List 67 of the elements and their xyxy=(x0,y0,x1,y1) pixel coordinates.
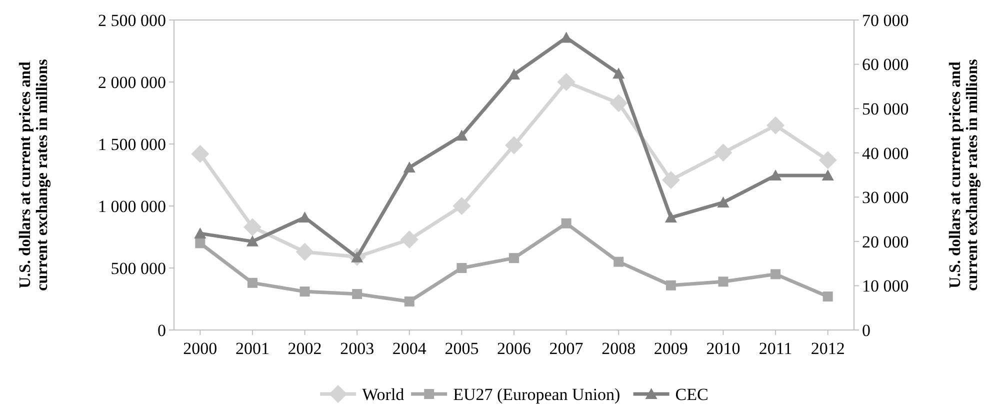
point xyxy=(666,280,676,290)
point xyxy=(612,68,625,79)
x-tick-label: 2002 xyxy=(288,339,322,358)
point xyxy=(822,169,834,180)
y2-tick-label: 50 000 xyxy=(862,100,909,119)
x-tick-label: 2007 xyxy=(549,339,584,358)
point xyxy=(614,256,624,267)
point xyxy=(766,116,785,134)
point xyxy=(404,296,414,306)
point xyxy=(452,197,471,215)
point xyxy=(191,144,210,163)
y2-tick-label: 60 000 xyxy=(862,55,909,74)
x-tick-label: 2006 xyxy=(497,339,531,358)
point xyxy=(561,218,572,228)
x-tick-label: 2000 xyxy=(183,339,218,358)
point xyxy=(770,169,782,180)
y-axis-title: U.S. dollars at current prices and current exchange rates in millions xyxy=(17,59,51,291)
point xyxy=(456,130,468,141)
y2-tick-label: 10 000 xyxy=(862,276,909,296)
point xyxy=(717,196,730,208)
point xyxy=(352,289,362,300)
x-tick-label: 2012 xyxy=(810,339,845,358)
point xyxy=(509,253,519,264)
y2-tick-label: 40 000 xyxy=(862,144,909,163)
legend-label: World xyxy=(362,384,405,404)
point xyxy=(770,269,781,280)
point xyxy=(718,276,728,287)
legend-label: CEC xyxy=(675,384,708,404)
y-tick-label: 500 000 xyxy=(110,258,166,278)
y2-tick-label: 30 000 xyxy=(862,188,909,208)
point xyxy=(662,170,680,189)
y2-tick-label: 20 000 xyxy=(862,232,909,252)
point xyxy=(247,278,258,288)
y2-tick-label: 0 xyxy=(862,320,870,340)
point xyxy=(194,227,206,238)
y-tick-label: 1 000 000 xyxy=(98,196,166,216)
y-tick-label: 1 500 000 xyxy=(98,134,166,154)
x-tick-label: 2004 xyxy=(392,339,427,358)
point xyxy=(296,242,314,261)
point xyxy=(714,144,732,162)
y2-axis-title: U.S. dollars at current prices and current exchange rates in millions xyxy=(947,59,981,291)
x-tick-label: 2009 xyxy=(654,339,688,358)
point xyxy=(300,286,310,297)
x-tick-label: 2011 xyxy=(758,339,792,358)
point xyxy=(456,263,467,273)
y2-tick-label: 70 000 xyxy=(862,10,909,30)
point xyxy=(822,292,833,302)
x-tick-label: 2010 xyxy=(706,339,740,358)
point xyxy=(505,136,523,154)
y-tick-label: 2 000 000 xyxy=(98,72,166,92)
y-tick-label: 2 500 000 xyxy=(98,10,166,30)
point xyxy=(403,161,416,172)
x-tick-label: 2003 xyxy=(340,339,374,358)
point xyxy=(610,94,628,112)
y-tick-label: 0 xyxy=(158,320,166,340)
point xyxy=(818,151,837,170)
point xyxy=(664,212,677,223)
x-tick-label: 2005 xyxy=(444,339,479,358)
point xyxy=(243,218,262,236)
point xyxy=(508,68,520,80)
point xyxy=(400,230,418,248)
legend-label: EU27 (European Union) xyxy=(453,384,620,404)
point xyxy=(195,238,206,248)
x-tick-label: 2001 xyxy=(235,339,270,358)
x-tick-label: 2008 xyxy=(602,339,636,358)
point xyxy=(557,73,576,91)
point xyxy=(246,235,258,246)
